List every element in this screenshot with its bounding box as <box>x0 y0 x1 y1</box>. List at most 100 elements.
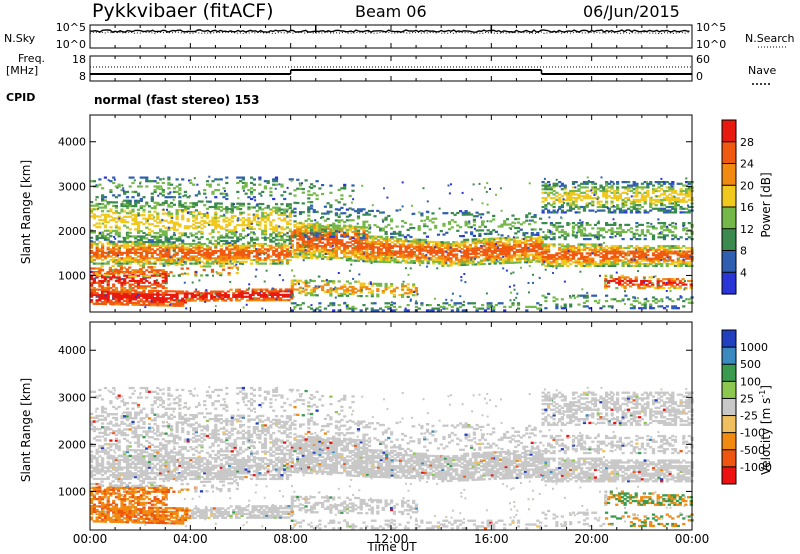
power-cell <box>245 219 248 221</box>
power-cell <box>682 211 685 213</box>
power-cell <box>405 260 408 262</box>
power-cell <box>285 288 288 290</box>
power-cell <box>630 245 633 247</box>
power-cell <box>627 245 630 247</box>
power-cell <box>415 287 418 289</box>
power-cell <box>307 223 310 225</box>
power-cell <box>365 286 368 288</box>
power-cell <box>219 272 222 274</box>
power-cell <box>145 202 148 204</box>
power-cell <box>382 219 385 221</box>
power-cell <box>104 224 107 226</box>
power-cell <box>649 258 652 260</box>
power-cell <box>555 192 558 194</box>
power-cell <box>175 264 178 266</box>
power-cell <box>123 300 126 302</box>
power-cell <box>393 306 396 308</box>
power-cell <box>189 202 192 204</box>
power-cell <box>599 252 602 254</box>
power-cell <box>674 261 677 263</box>
power-cell <box>156 182 159 184</box>
power-cell <box>316 243 319 245</box>
power-cell <box>236 237 239 239</box>
power-cell <box>588 247 591 249</box>
power-cell <box>327 289 330 291</box>
power-cell <box>118 245 121 247</box>
power-cell <box>485 238 488 240</box>
power-cell <box>536 308 539 310</box>
power-cell <box>302 192 305 194</box>
power-cell <box>101 301 104 303</box>
power-cell <box>170 202 173 204</box>
power-cell <box>280 203 283 205</box>
power-cell <box>176 222 179 224</box>
power-cell <box>272 178 275 180</box>
power-cell <box>390 309 393 311</box>
power-cell <box>222 187 225 189</box>
power-cell <box>209 201 212 203</box>
power-cell <box>481 213 484 215</box>
power-cell <box>148 205 151 207</box>
power-cell <box>329 236 332 238</box>
power-cell <box>566 265 569 267</box>
power-cell <box>231 237 234 239</box>
power-cell <box>236 245 239 247</box>
power-cell <box>222 208 225 210</box>
power-cell <box>580 195 583 197</box>
power-cell <box>362 233 365 235</box>
power-cell <box>115 217 118 219</box>
power-cell <box>203 252 206 254</box>
power-cell <box>104 177 107 179</box>
power-cell <box>159 185 162 187</box>
power-cell <box>349 241 352 243</box>
power-cell <box>660 245 663 247</box>
power-cell <box>316 294 319 296</box>
power-cell <box>602 204 605 206</box>
power-cell <box>258 177 261 179</box>
power-cell <box>561 183 564 185</box>
power-cell <box>525 214 528 216</box>
power-cell <box>275 184 278 186</box>
power-cell <box>302 223 305 225</box>
power-cell <box>470 213 473 215</box>
power-cell <box>566 243 569 245</box>
power-cell <box>374 255 377 257</box>
power-cell <box>189 255 192 257</box>
power-cell <box>217 250 220 252</box>
power-cell <box>247 214 250 216</box>
power-cell <box>200 231 203 233</box>
power-cell <box>214 211 217 213</box>
power-cell <box>495 231 498 233</box>
power-cell <box>368 224 371 226</box>
power-cell <box>321 280 324 282</box>
power-cell <box>641 263 644 265</box>
power-cell <box>250 259 253 261</box>
power-cell <box>630 206 633 208</box>
power-cell <box>137 300 140 302</box>
power-cell <box>374 241 377 243</box>
power-cell <box>499 248 502 250</box>
power-cell <box>542 185 545 187</box>
power-cell <box>655 263 658 265</box>
power-cell <box>142 236 145 238</box>
power-cell <box>96 226 99 228</box>
power-cell <box>599 210 602 212</box>
power-cell <box>239 261 242 263</box>
power-cell <box>321 184 324 186</box>
power-cell <box>354 210 357 212</box>
power-cell <box>208 265 211 267</box>
power-cell <box>170 220 173 222</box>
power-cell <box>511 222 514 224</box>
power-cell <box>346 252 349 254</box>
power-cell <box>211 180 214 182</box>
power-cell <box>393 294 396 296</box>
power-cell <box>269 239 272 241</box>
power-cell <box>483 263 486 265</box>
power-cell <box>534 221 537 223</box>
power-cell <box>231 263 234 265</box>
power-cell <box>299 280 302 282</box>
power-cell <box>394 240 397 242</box>
power-cell <box>655 208 658 210</box>
power-cell <box>162 230 165 232</box>
power-cell <box>547 254 550 256</box>
